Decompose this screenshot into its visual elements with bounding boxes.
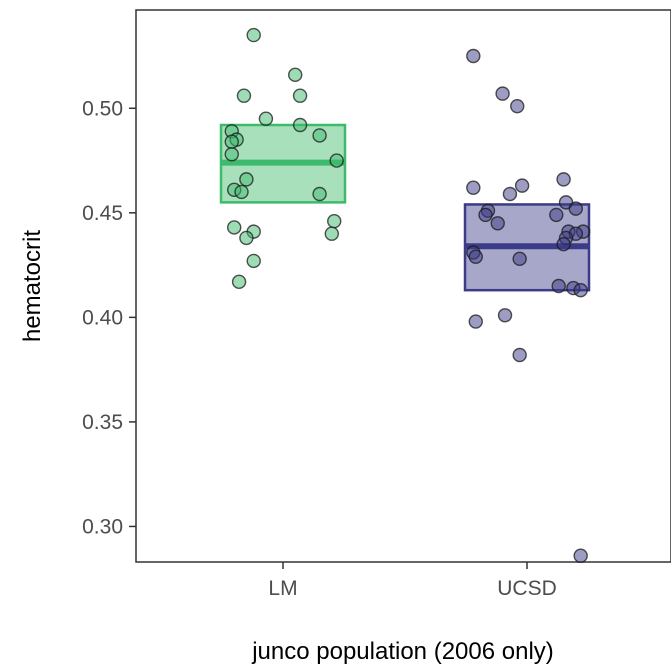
data-point-ucsd xyxy=(573,548,588,563)
data-point-lm xyxy=(258,111,274,126)
data-point-lm xyxy=(327,213,342,229)
data-point-lm xyxy=(239,230,254,246)
data-point-ucsd xyxy=(573,282,588,298)
data-point-lm xyxy=(236,88,252,103)
data-point-lm xyxy=(312,186,327,202)
data-point-ucsd xyxy=(495,86,510,101)
y-axis-title: hematocrit xyxy=(19,230,46,342)
data-point-ucsd xyxy=(490,216,505,231)
x-axis-title: junco population (2006 only) xyxy=(251,638,554,665)
data-point-lm xyxy=(231,274,247,290)
data-point-ucsd xyxy=(478,207,493,223)
data-point-lm xyxy=(246,253,261,269)
data-point-lm xyxy=(292,88,308,103)
y-axis: 0.30 0.35 0.40 0.45 0.50 xyxy=(82,97,136,538)
data-point-lm xyxy=(288,67,303,83)
data-point-ucsd xyxy=(497,308,513,323)
data-point-ucsd xyxy=(551,278,566,294)
data-point-ucsd xyxy=(556,236,571,252)
data-point-ucsd xyxy=(514,178,530,193)
data-point-ucsd xyxy=(466,180,481,195)
y-tick-label: 0.30 xyxy=(82,515,123,538)
data-point-lm xyxy=(224,147,239,162)
data-point-lm xyxy=(312,128,327,143)
data-point-lm xyxy=(292,117,308,133)
y-tick-label: 0.45 xyxy=(82,202,123,225)
data-point-ucsd xyxy=(510,98,525,114)
data-point-ucsd xyxy=(512,251,527,267)
data-point-ucsd xyxy=(512,347,527,363)
panel-border xyxy=(135,9,671,563)
data-point-lm xyxy=(226,220,242,235)
y-tick-label: 0.35 xyxy=(82,411,123,434)
data-point-ucsd xyxy=(466,48,481,64)
point-layer xyxy=(224,27,591,563)
data-point-lm xyxy=(234,184,249,200)
data-point-ucsd xyxy=(556,172,571,187)
data-point-lm xyxy=(246,27,261,43)
plot-panel xyxy=(135,9,671,563)
data-point-lm xyxy=(324,226,339,241)
data-point-lm xyxy=(224,134,239,149)
y-tick-label: 0.40 xyxy=(82,306,123,329)
data-point-ucsd xyxy=(568,201,583,216)
y-tick-label: 0.50 xyxy=(82,97,123,120)
x-axis: LM UCSD xyxy=(268,562,557,600)
data-point-lm xyxy=(329,153,344,168)
data-point-ucsd xyxy=(502,186,518,202)
data-point-ucsd xyxy=(549,207,564,223)
x-tick-label: LM xyxy=(268,577,297,600)
data-point-lm xyxy=(239,172,254,187)
data-point-ucsd xyxy=(468,249,483,264)
data-point-ucsd xyxy=(468,314,483,329)
x-tick-label: UCSD xyxy=(497,577,557,600)
